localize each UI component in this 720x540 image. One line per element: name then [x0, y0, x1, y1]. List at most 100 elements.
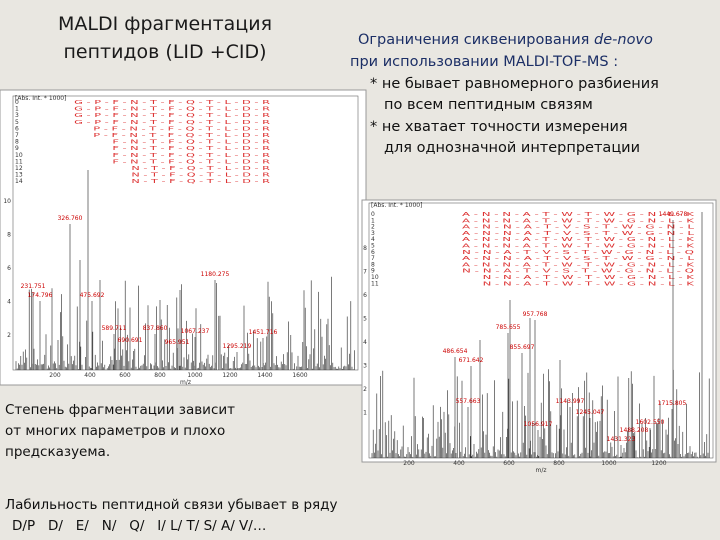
peak-label: 557.663	[456, 398, 481, 405]
ladder-row: N - N - A - T - W - T - W - G - N - L - …	[483, 281, 695, 287]
ladder-row: P - F - N - T - F - Q - T - L - D - R	[93, 126, 270, 132]
peak-label: 1143.997	[556, 398, 585, 405]
y-tick-label: 5	[363, 316, 367, 323]
ladder-number: 3	[15, 112, 19, 119]
bullet: для однозначной интерпретации	[384, 140, 640, 156]
ladder-row: F - N - T - F - Q - T - L - D - R	[112, 159, 270, 165]
peak-label: 231.751	[21, 283, 46, 290]
ladder-row: N - T - F - Q - T - L - D - R	[131, 173, 270, 179]
ladder-row: N - N - A - T - V - S - T - W - G - N - …	[462, 250, 695, 256]
ladder-row: A - N - N - A - T - W - T - W - G - N - …	[462, 218, 695, 224]
y-tick-label: 8	[363, 245, 367, 252]
note: Степень фрагментации зависит	[5, 402, 235, 418]
right-title: Ограничения сиквенирования de-novo	[358, 32, 653, 48]
peak-label: 1431.323	[607, 436, 636, 443]
peak-label: 965.951	[165, 339, 190, 346]
ladder-row: N - N - A - T - V - S - T - W - G - N - …	[462, 269, 695, 275]
x-tick-label: 800	[553, 460, 565, 467]
ladder-number: 5	[15, 119, 19, 126]
bottom-text: D/P D/ E/ N/ Q/ I/ L/ T/ S/ A/ V/…	[12, 518, 266, 534]
x-tick-label: 1200	[222, 372, 237, 379]
ladder-row: A - N - N - A - T - W - T - W - G - N - …	[462, 237, 695, 243]
ladder-number: 13	[15, 172, 23, 179]
right-title: при использовании MALDI-TOF-MS :	[350, 54, 618, 70]
peak-label: 1056.917	[524, 421, 553, 428]
ladder-row: F - N - T - F - Q - T - L - D - R	[112, 153, 270, 159]
ladder-number: 5	[371, 243, 375, 250]
bullet: по всем пептидным связям	[384, 97, 593, 113]
peak-label: 1295.219	[223, 343, 252, 350]
y-axis-label: [Abs. Int. * 1000]	[371, 202, 422, 209]
peak-label: 957.768	[523, 311, 548, 318]
x-tick-label: 1000	[601, 460, 616, 467]
ladder-number: 9	[15, 145, 19, 152]
peak-label: 785.655	[496, 324, 521, 331]
bullet: * не хватает точности измерения	[370, 119, 628, 135]
peak-label: 475.692	[80, 292, 105, 299]
ladder-number: 9	[371, 268, 375, 275]
y-tick-label: 4	[363, 339, 367, 346]
x-tick-label: 200	[49, 372, 61, 379]
ladder-number: 14	[15, 178, 23, 185]
y-tick-label: 6	[363, 292, 367, 299]
peak-label: 589.711	[102, 325, 127, 332]
spectrum-trace	[371, 212, 710, 458]
y-tick-label: 7	[363, 269, 367, 276]
x-tick-label: 1000	[187, 372, 202, 379]
peak-label: 855.697	[510, 344, 535, 351]
ladder-number: 7	[15, 132, 19, 139]
ladder-number: 6	[371, 249, 375, 256]
y-tick-label: 1	[363, 410, 367, 417]
left-title: MALDI фрагментация	[58, 13, 272, 35]
ladder-number: 8	[15, 139, 19, 146]
ladder-number: 11	[371, 280, 379, 287]
x-axis-label: m/z	[535, 467, 546, 474]
ladder-row: G - P - F - N - T - F - Q - T - L - D - …	[74, 113, 270, 119]
ladder-number: 1	[15, 106, 19, 113]
peak-label: 1602.550	[636, 419, 665, 426]
peak-label: 1180.275	[201, 271, 230, 278]
peak-label: 1245.047	[576, 409, 605, 416]
x-tick-label: 1600	[292, 372, 307, 379]
ladder-number: 10	[15, 152, 23, 159]
ladder-row: A - N - N - A - T - W - T - W - G - N - …	[462, 262, 695, 268]
ladder-row: N - N - A - T - W - T - W - G - N - L - …	[483, 275, 695, 281]
ladder-number: 1	[371, 217, 375, 224]
spectrum-bg	[361, 199, 717, 463]
ladder-number: 6	[15, 125, 19, 132]
peak-label: 1715.805	[658, 400, 687, 407]
ladder-number: 11	[15, 158, 23, 165]
y-tick-label: 4	[7, 299, 11, 306]
note: предсказуема.	[5, 444, 110, 460]
ladder-number: 12	[15, 165, 23, 172]
y-tick-label: 6	[7, 265, 11, 272]
bottom-text: Лабильность пептидной связи убывает в ря…	[5, 497, 337, 513]
x-axis-label: m/z	[180, 379, 191, 386]
ladder-row: N - T - F - Q - T - L - D - R	[131, 179, 270, 185]
x-tick-label: 400	[453, 460, 465, 467]
ladder-row: G - P - F - N - T - F - Q - T - L - D - …	[74, 120, 270, 126]
y-tick-label: 2	[7, 332, 11, 339]
x-tick-label: 400	[84, 372, 96, 379]
ladder-row: A - N - N - A - T - V - S - T - W - G - …	[462, 225, 696, 231]
ladder-row: G - P - F - N - T - F - Q - T - L - D - …	[74, 100, 270, 106]
x-tick-label: 600	[119, 372, 131, 379]
peak-label: 174.796	[28, 292, 53, 299]
y-tick-label: 2	[363, 386, 367, 393]
ladder-number: 0	[15, 99, 19, 106]
x-tick-label: 800	[154, 372, 166, 379]
x-tick-label: 1200	[651, 460, 666, 467]
peak-label: 1451.716	[249, 329, 278, 336]
left-title: пептидов (LID +CID)	[63, 41, 266, 63]
right-title-text: Ограничения сиквенирования	[358, 32, 594, 48]
ladder-number: 4	[371, 236, 375, 243]
note: от многих параметров и плохо	[5, 423, 225, 439]
ladder-row: F - N - T - F - Q - T - L - D - R	[112, 140, 270, 146]
bullet: * не бывает равномерного разбиения	[370, 76, 659, 92]
spectrum-trace	[15, 170, 355, 370]
right-title-italic: de-novo	[594, 32, 653, 48]
ladder-number: 8	[371, 261, 375, 268]
ladder-number: 2	[371, 224, 375, 231]
y-tick-label: 10	[3, 198, 11, 205]
